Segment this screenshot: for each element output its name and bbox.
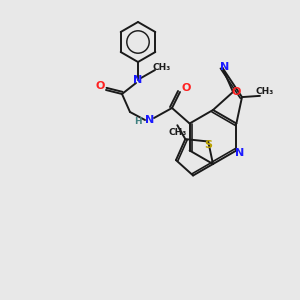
Text: N: N [146,115,154,125]
Text: N: N [220,62,230,72]
Text: N: N [134,75,142,85]
Text: CH₃: CH₃ [153,64,171,73]
Text: O: O [181,83,191,93]
Text: O: O [231,87,241,97]
Text: N: N [235,148,244,158]
Text: CH₃: CH₃ [256,87,274,96]
Text: O: O [95,81,105,91]
Text: CH₃: CH₃ [168,128,187,137]
Text: H: H [134,116,142,125]
Text: S: S [204,140,212,149]
